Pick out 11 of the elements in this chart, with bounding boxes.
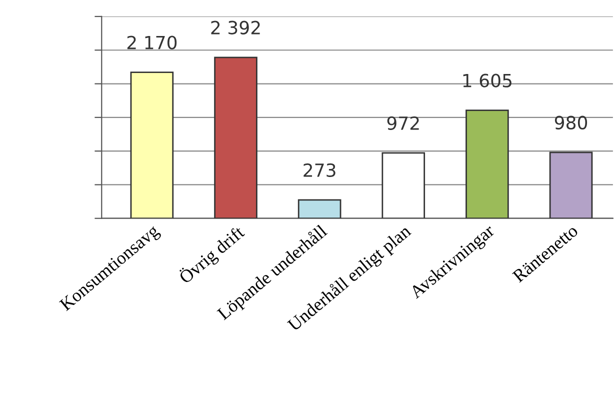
data-label: 972 [387, 116, 419, 130]
data-label: 273 [304, 163, 336, 178]
bar [549, 152, 593, 218]
bar [130, 72, 174, 218]
bar [466, 110, 509, 218]
data-label: 2 170 [127, 36, 177, 50]
data-label: 980 [554, 116, 588, 130]
bar [298, 199, 342, 218]
data-label: 2 392 [211, 20, 260, 34]
bar [214, 56, 258, 218]
bar [382, 152, 426, 218]
